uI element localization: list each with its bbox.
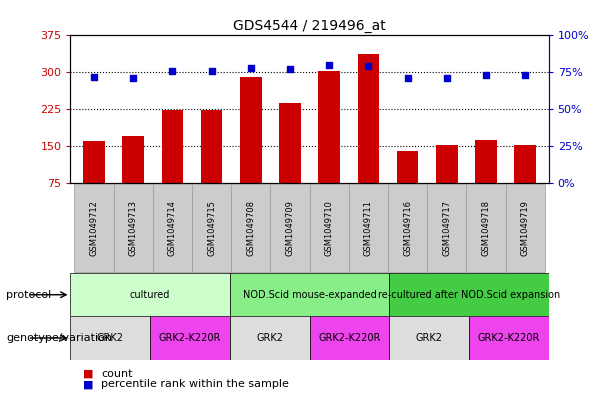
Bar xyxy=(357,53,379,220)
Text: NOD.Scid mouse-expanded: NOD.Scid mouse-expanded xyxy=(243,290,376,300)
Text: GSM1049716: GSM1049716 xyxy=(403,200,412,256)
Text: GRK2: GRK2 xyxy=(416,333,443,343)
Point xyxy=(364,63,373,70)
Point xyxy=(520,72,530,78)
Text: GSM1049711: GSM1049711 xyxy=(364,200,373,256)
Text: GSM1049710: GSM1049710 xyxy=(325,200,333,256)
Text: GSM1049717: GSM1049717 xyxy=(442,200,451,256)
Point xyxy=(324,62,334,68)
Point xyxy=(246,64,256,71)
Point xyxy=(403,75,413,81)
Bar xyxy=(70,316,150,360)
Bar xyxy=(150,316,230,360)
Bar xyxy=(349,184,388,272)
Bar xyxy=(389,273,549,316)
Text: ■: ■ xyxy=(83,379,93,389)
Text: GSM1049715: GSM1049715 xyxy=(207,200,216,256)
Bar xyxy=(231,184,270,272)
Bar xyxy=(436,145,457,220)
Bar xyxy=(162,110,183,220)
Text: GSM1049708: GSM1049708 xyxy=(246,200,255,256)
Point xyxy=(481,72,491,78)
Text: re-cultured after NOD.Scid expansion: re-cultured after NOD.Scid expansion xyxy=(378,290,560,300)
Text: genotype/variation: genotype/variation xyxy=(6,333,112,343)
Bar xyxy=(113,184,153,272)
Text: GSM1049709: GSM1049709 xyxy=(286,200,294,256)
Text: count: count xyxy=(101,369,132,379)
Text: GRK2-K220R: GRK2-K220R xyxy=(159,333,221,343)
Text: GSM1049713: GSM1049713 xyxy=(129,200,138,256)
Bar xyxy=(201,110,223,220)
Text: protocol: protocol xyxy=(6,290,51,300)
Bar xyxy=(83,141,105,220)
Bar xyxy=(388,184,427,272)
Bar xyxy=(506,184,545,272)
Bar xyxy=(514,145,536,220)
Bar xyxy=(74,184,113,272)
Bar xyxy=(318,71,340,220)
Point xyxy=(207,68,216,74)
Text: GRK2: GRK2 xyxy=(256,333,283,343)
Text: GSM1049712: GSM1049712 xyxy=(89,200,99,256)
Bar xyxy=(389,316,469,360)
Point xyxy=(128,75,138,81)
Bar xyxy=(397,151,418,220)
Bar xyxy=(475,140,497,220)
Bar xyxy=(70,273,230,316)
Bar xyxy=(230,273,389,316)
Point xyxy=(442,75,452,81)
Text: GSM1049714: GSM1049714 xyxy=(168,200,177,256)
Bar xyxy=(123,136,144,220)
Text: cultured: cultured xyxy=(130,290,170,300)
Point xyxy=(89,73,99,80)
Bar xyxy=(270,184,310,272)
Bar xyxy=(192,184,231,272)
Text: GSM1049718: GSM1049718 xyxy=(481,200,490,256)
Bar xyxy=(230,316,310,360)
Text: GRK2: GRK2 xyxy=(97,333,124,343)
Point xyxy=(167,68,177,74)
Text: GRK2-K220R: GRK2-K220R xyxy=(318,333,381,343)
Bar xyxy=(466,184,506,272)
Title: GDS4544 / 219496_at: GDS4544 / 219496_at xyxy=(233,19,386,33)
Bar xyxy=(279,103,301,220)
Bar xyxy=(310,316,389,360)
Text: ■: ■ xyxy=(83,369,93,379)
Bar xyxy=(310,184,349,272)
Bar xyxy=(469,316,549,360)
Bar xyxy=(240,77,262,220)
Bar xyxy=(153,184,192,272)
Text: percentile rank within the sample: percentile rank within the sample xyxy=(101,379,289,389)
Text: GRK2-K220R: GRK2-K220R xyxy=(478,333,540,343)
Bar xyxy=(427,184,466,272)
Point xyxy=(285,66,295,72)
Text: GSM1049719: GSM1049719 xyxy=(520,200,530,256)
